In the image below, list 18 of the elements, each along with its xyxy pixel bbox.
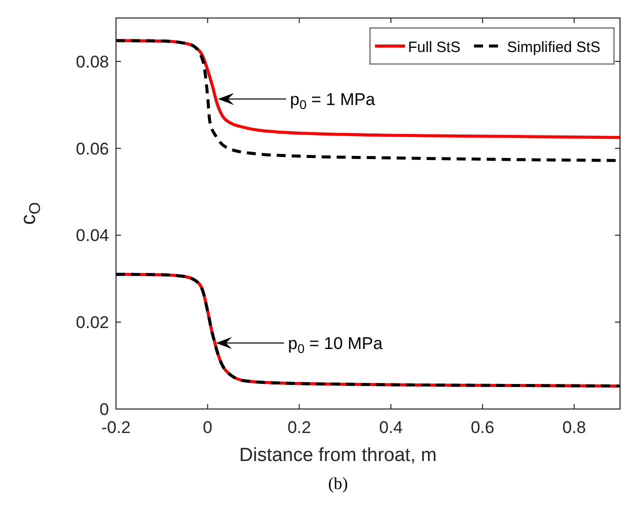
y-tick-label: 0.06 [76,139,109,158]
y-tick-label: 0.04 [76,226,109,246]
x-tick-label: 0.4 [379,418,403,437]
annotation: p$_{0}$ = 1 MPa [290,90,376,112]
x-tick-label: 0.6 [470,418,494,437]
text: (b) [328,474,348,493]
x-axis-title: Distance from throat, m [239,445,437,466]
x-tick-label: 0 [202,418,212,437]
legend-label: Full StS [408,39,461,56]
line-series [114,272,621,388]
y-tick-label: 0.02 [76,313,109,332]
x-tick-label: 0.8 [562,418,586,437]
legend-label: Simplified StS [507,39,600,56]
y-tick-label: 0 [100,400,109,419]
annotation: p$_{0}$ = 10 MPa [288,334,384,356]
y-tick-label: 0.08 [76,52,109,72]
x-tick-label: 0.2 [287,418,312,437]
x-tick-label: -0.2 [101,418,131,437]
